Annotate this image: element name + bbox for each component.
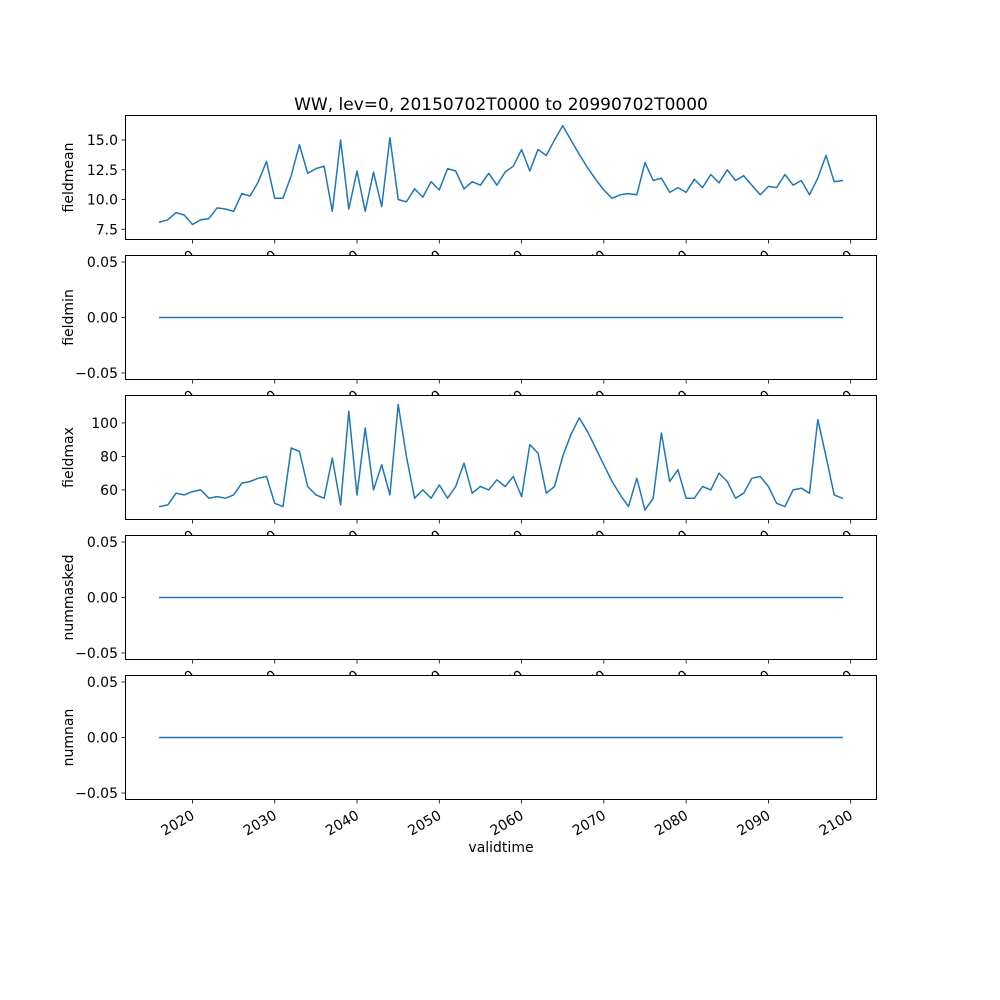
y-tick-label: 100 bbox=[91, 416, 118, 432]
y-tick-label: 0.00 bbox=[87, 731, 118, 747]
axes-background bbox=[125, 395, 877, 520]
y-tick-label: −0.05 bbox=[75, 646, 118, 662]
y-tick-label: 0.00 bbox=[87, 311, 118, 327]
y-axis-label: fieldmean bbox=[61, 143, 77, 213]
y-axis-label: nummasked bbox=[61, 554, 77, 640]
x-tick-label: 2080 bbox=[652, 808, 691, 840]
x-tick-label: 2060 bbox=[488, 808, 527, 840]
x-tick-label: 2070 bbox=[570, 808, 609, 840]
y-tick-label: 12.5 bbox=[87, 163, 118, 179]
y-tick-label: 0.05 bbox=[87, 535, 118, 551]
axes-frame bbox=[125, 115, 877, 240]
x-tick-label: 2050 bbox=[405, 808, 444, 840]
axes-frame bbox=[125, 675, 877, 800]
y-tick-label: 0.05 bbox=[87, 255, 118, 271]
series-line-fieldmax bbox=[158, 403, 844, 511]
y-tick-label: 60 bbox=[100, 483, 118, 499]
axes-frame bbox=[125, 535, 877, 660]
subplot-nummasked: −0.050.000.05nummasked202020302040205020… bbox=[61, 535, 877, 699]
y-tick-label: 7.5 bbox=[96, 222, 118, 238]
y-axis-label: fieldmax bbox=[61, 427, 77, 488]
y-tick-label: 0.05 bbox=[87, 675, 118, 691]
series-line-fieldmean bbox=[158, 124, 844, 226]
axes-frame bbox=[125, 255, 877, 380]
x-tick-label: 2100 bbox=[817, 808, 856, 840]
subplot-fieldmin: −0.050.000.05fieldmin2020203020402050206… bbox=[61, 255, 877, 419]
y-tick-label: 0.00 bbox=[87, 591, 118, 607]
x-axis-label: validtime bbox=[468, 840, 534, 856]
subplot-fieldmean: 7.510.012.515.0fieldmean2020203020402050… bbox=[61, 115, 877, 279]
y-axis-label: fieldmin bbox=[61, 289, 77, 346]
y-tick-label: −0.05 bbox=[75, 366, 118, 382]
axes-frame bbox=[125, 395, 877, 520]
y-axis-label: numnan bbox=[61, 709, 77, 767]
x-tick-label: 2020 bbox=[159, 808, 198, 840]
subplot-fieldmax: 6080100fieldmax2020203020402050206020702… bbox=[61, 395, 877, 559]
x-tick-label: 2040 bbox=[323, 808, 362, 840]
y-tick-label: 15.0 bbox=[87, 133, 118, 149]
x-tick-label: 2090 bbox=[735, 808, 774, 840]
y-tick-label: 10.0 bbox=[87, 193, 118, 209]
x-tick-label: 2030 bbox=[241, 808, 280, 840]
chart-title: WW, lev=0, 20150702T0000 to 20990702T000… bbox=[294, 95, 708, 115]
y-tick-label: −0.05 bbox=[75, 786, 118, 802]
y-tick-label: 80 bbox=[100, 449, 118, 465]
subplot-numnan: −0.05 0.00 0.05 numnan 2020 2030 2040 2050 2060 2… bbox=[61, 675, 877, 839]
